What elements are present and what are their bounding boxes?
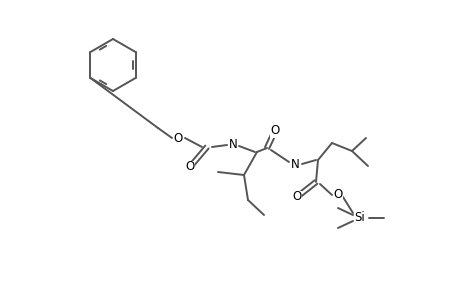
Text: N: N [290, 158, 299, 170]
Text: O: O [185, 160, 194, 173]
Text: O: O [270, 124, 279, 137]
Text: Si: Si [354, 212, 364, 224]
Text: O: O [173, 131, 182, 145]
Text: O: O [292, 190, 301, 203]
Text: O: O [333, 188, 342, 202]
Text: N: N [228, 139, 237, 152]
